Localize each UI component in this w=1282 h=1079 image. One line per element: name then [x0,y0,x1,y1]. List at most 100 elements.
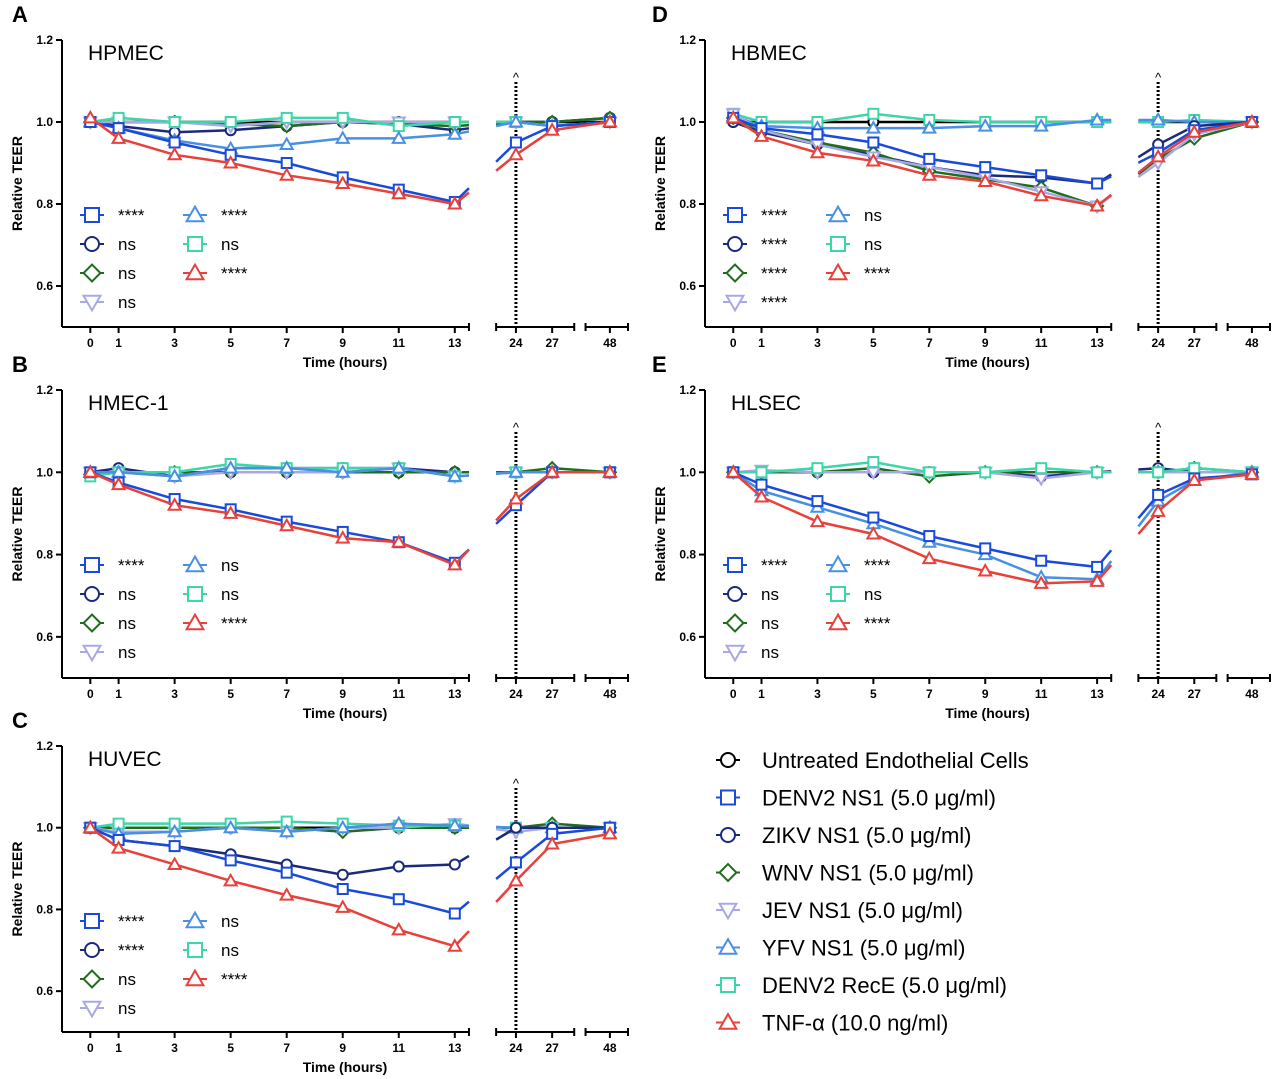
legend-symbol-rece-marker [720,977,736,993]
x-axis-label: Time (hours) [303,354,388,370]
x-axis-label: Time (hours) [945,354,1030,370]
y-tick-label: 0.8 [36,902,53,916]
y-axis-label: Relative TEER [9,842,25,937]
significance-label: ns [864,235,882,254]
panel-letter: A [12,2,28,27]
legend-symbol-zikv-marker [720,827,736,843]
data-point [1152,488,1165,501]
y-tick-label: 1.0 [679,115,696,129]
data-point [979,542,992,555]
y-tick-label: 1.2 [36,739,53,753]
data-point [977,118,993,132]
significance-symbol-tnf-marker [184,968,206,987]
y-tick-label: 0.8 [679,197,696,211]
x-tick-label: 1 [758,687,765,701]
data-point [923,530,936,543]
significance-label: **** [761,264,788,283]
legend-symbol-jev-marker [717,902,739,921]
series-denv2 [84,821,616,920]
data-point [278,823,295,838]
data-point [923,152,936,165]
significance-label: ns [864,206,882,225]
significance-symbol-yfv-marker [184,910,206,929]
data-point [335,530,351,544]
significance-label: **** [221,206,248,225]
x-tick-label: 13 [448,1041,462,1055]
data-point [977,563,993,577]
data-point [602,464,618,478]
significance-symbol-rece-marker [830,236,846,252]
x-tick-label: 11 [392,1041,405,1055]
x-tick-label: 3 [171,336,178,350]
panel-letter: C [12,708,28,733]
x-tick-label: 5 [227,336,234,350]
data-point [1035,169,1048,182]
significance-symbol-rece-marker [187,586,203,602]
data-point [867,136,880,149]
data-point [1089,573,1105,587]
data-point [867,511,880,524]
y-tick-label: 1.2 [679,383,696,397]
time-marker-caret: ^ [1155,420,1162,435]
significance-symbol-zikv-marker [727,236,743,252]
data-point [1152,466,1165,479]
data-point [979,466,992,479]
x-tick-label: 27 [1188,336,1202,350]
y-axis-label: Relative TEER [652,136,668,231]
significance-label: **** [864,264,891,283]
significance-label: ns [761,643,779,662]
x-tick-label: 24 [1151,687,1165,701]
significance-label: ns [221,912,239,931]
data-point [979,161,992,174]
x-tick-label: 5 [870,336,877,350]
time-marker-caret: ^ [513,420,520,435]
series-line [495,832,611,903]
data-point [1091,177,1104,190]
significance-symbol-yfv-marker [184,204,206,223]
data-point [865,152,882,167]
data-point [1033,118,1049,132]
data-point [448,116,461,128]
data-point [335,899,351,913]
data-point [224,854,237,867]
significance-label: ns [864,585,882,604]
series-line [89,826,470,876]
x-tick-label: 7 [283,1041,290,1055]
data-point [336,883,349,895]
data-point [921,120,938,134]
significance-label: ns [118,643,136,662]
data-point [865,120,882,134]
significance-label: ns [761,585,779,604]
data-point [391,534,407,548]
significance-label: **** [761,293,788,312]
significance-symbol-jev-marker [81,644,103,663]
data-point [1089,198,1105,212]
data-point [508,872,524,887]
data-point [1244,466,1260,480]
data-point [755,466,768,479]
series-line [1137,120,1253,159]
time-marker-caret: ^ [1155,70,1162,85]
data-point [110,130,127,144]
series-line [1137,473,1253,535]
chart-title: HMEC-1 [88,392,169,415]
data-point [335,819,351,834]
significance-symbol-zikv-marker [727,586,743,602]
data-point [921,550,938,565]
significance-label: **** [118,206,145,225]
data-point [222,872,239,887]
series-line [89,471,470,567]
data-point [725,464,741,478]
data-point [335,175,351,189]
data-point [508,146,524,161]
x-tick-label: 1 [115,687,122,701]
x-tick-label: 27 [545,1041,559,1055]
series-line [1137,120,1253,174]
x-tick-label: 7 [926,687,933,701]
x-tick-label: 7 [926,336,933,350]
data-point [166,468,183,482]
x-tick-label: 0 [87,336,94,350]
significance-symbol-jev-marker [724,294,746,313]
